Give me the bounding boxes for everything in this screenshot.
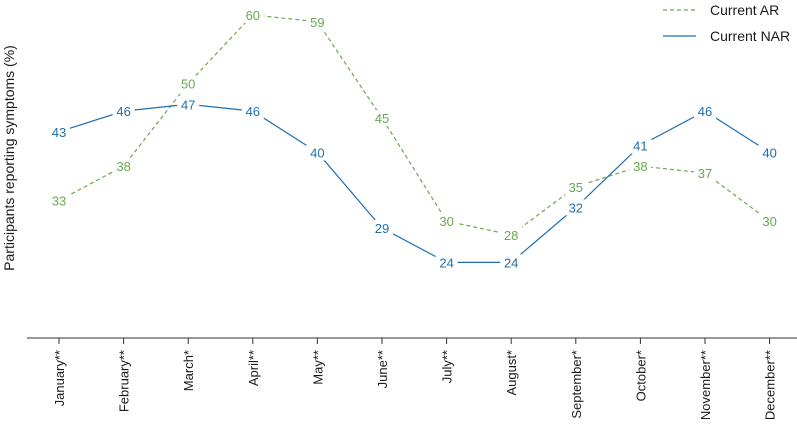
- data-label: 35: [569, 180, 583, 195]
- data-label: 60: [246, 8, 260, 23]
- x-tick-label: August*: [504, 350, 519, 396]
- series-line-current-ar: [58, 14, 770, 236]
- data-label-halo: [306, 13, 329, 30]
- data-label: 38: [633, 159, 647, 174]
- x-tick-label: April**: [246, 350, 261, 386]
- data-label: 38: [116, 159, 130, 174]
- x-tick-label: February**: [117, 350, 132, 412]
- legend-label: Current NAR: [710, 28, 790, 44]
- series-line-current-nar: [58, 103, 770, 263]
- data-label: 32: [569, 200, 583, 215]
- data-label: 37: [698, 166, 712, 181]
- data-label-halo: [758, 144, 781, 161]
- data-label-halo: [758, 213, 781, 230]
- y-axis-label: Participants reporting symptoms (%): [1, 45, 17, 271]
- data-label-halo: [48, 192, 70, 209]
- data-label-halo: [629, 158, 652, 175]
- data-label: 24: [439, 255, 453, 270]
- data-label: 59: [310, 15, 324, 30]
- data-label-halo: [694, 165, 716, 181]
- x-tick-label: March*: [181, 350, 196, 391]
- data-label: 46: [698, 104, 712, 119]
- data-label: 50: [181, 77, 195, 92]
- data-label: 30: [762, 214, 776, 229]
- data-label: 24: [504, 255, 518, 270]
- data-label: 40: [762, 145, 776, 160]
- data-label-halo: [306, 144, 329, 161]
- data-label-halo: [435, 254, 458, 271]
- data-label-halo: [177, 75, 200, 92]
- data-label: 29: [375, 221, 389, 236]
- data-label: 43: [52, 125, 66, 140]
- series-lines: [58, 14, 770, 263]
- data-label-halo: [371, 110, 393, 126]
- x-tick-label: January**: [52, 350, 67, 406]
- data-label-halo: [500, 254, 523, 271]
- data-label-halo: [112, 103, 135, 120]
- data-label: 47: [181, 97, 195, 112]
- data-label-halo: [435, 213, 458, 230]
- data-label: 46: [246, 104, 260, 119]
- x-tick-label: November**: [698, 350, 713, 420]
- x-tick-label: May**: [310, 350, 325, 385]
- x-tick-label: June**: [375, 350, 390, 388]
- x-axis-ticks: January** February** March* April** May** Jun…: [52, 338, 778, 420]
- legend-label: Current AR: [710, 2, 779, 18]
- data-labels: 33 38 50 60 59 45 30 28 35 38 37 30 43 46 47 46 40 29 24 24…: [48, 6, 781, 271]
- data-label-halo: [694, 103, 716, 120]
- x-tick-label: July**: [440, 350, 455, 383]
- x-tick-label: December**: [763, 350, 778, 420]
- data-label-halo: [48, 123, 70, 140]
- data-label-halo: [564, 199, 587, 216]
- data-label-halo: [241, 103, 264, 120]
- x-tick-label: September*: [569, 350, 584, 419]
- data-label-halo: [112, 158, 135, 175]
- data-label: 40: [310, 145, 324, 160]
- data-label-halo: [629, 137, 652, 154]
- data-label-halo: [371, 220, 393, 236]
- data-label-halo: [177, 96, 200, 113]
- data-label: 41: [633, 139, 647, 154]
- data-label: 46: [116, 104, 130, 119]
- data-label: 33: [52, 194, 66, 209]
- data-label-halo: [241, 6, 264, 23]
- data-label: 45: [375, 111, 389, 126]
- data-label: 30: [439, 214, 453, 229]
- data-label-halo: [564, 178, 587, 195]
- x-tick-label: October*: [633, 350, 648, 401]
- data-label: 28: [504, 228, 518, 243]
- legend: Current AR Current NAR: [663, 2, 790, 44]
- data-label-halo: [500, 226, 523, 243]
